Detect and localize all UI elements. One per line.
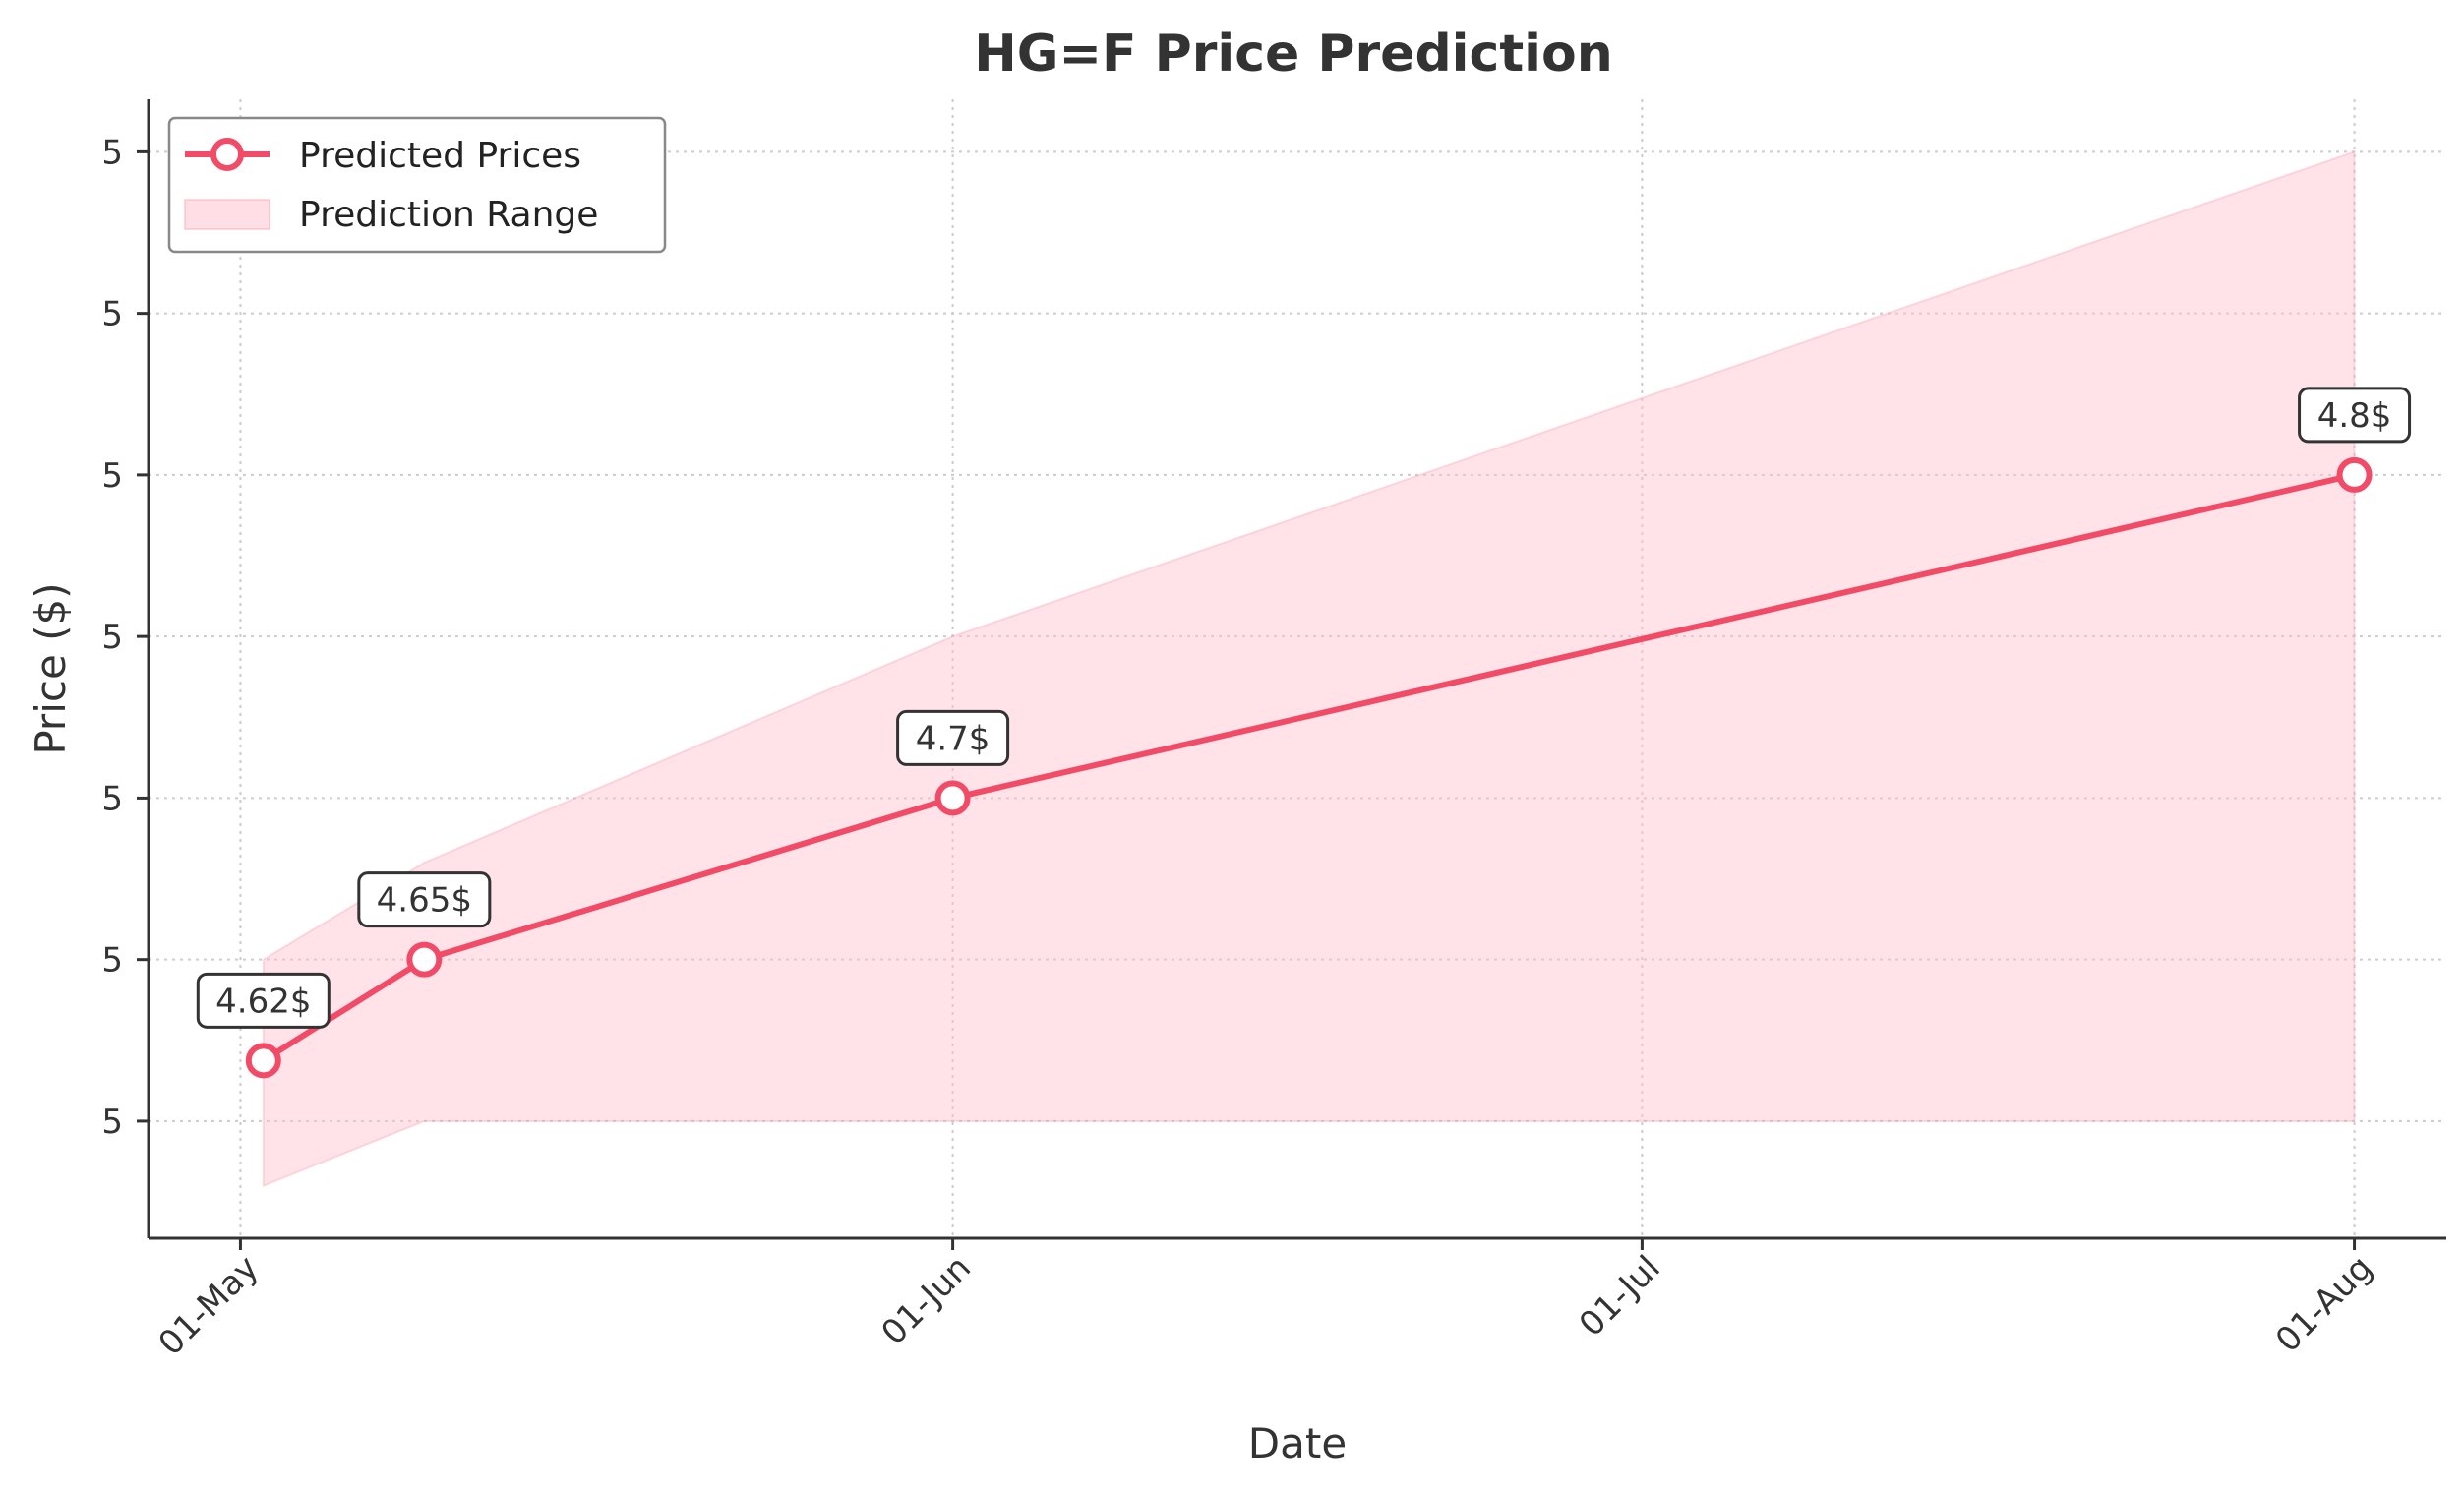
annotation-box [2298, 387, 2412, 444]
x-axis-label: Date [1248, 1419, 1347, 1467]
price-annotation: 4.62$ [196, 972, 331, 1029]
legend: Predicted Prices Prediction Range [167, 116, 667, 254]
x-tick-label: 01-Jun [874, 1248, 979, 1352]
data-point-marker [2336, 456, 2373, 493]
y-tick-label: 5 [101, 779, 123, 818]
legend-box [167, 116, 667, 254]
legend-prediction-range: Prediction Range [299, 195, 598, 235]
annotation-layer: 4.62$ 4.65$ 4.7$ 4.8$ [196, 387, 2412, 1029]
data-point-marker [934, 780, 971, 816]
prediction-range-layer [262, 149, 2356, 1188]
price-annotation: 4.8$ [2298, 387, 2412, 444]
x-tick-label: 01-May [151, 1248, 267, 1363]
y-axis-label: Price ($) [27, 582, 75, 754]
legend-range-swatch [184, 199, 270, 230]
chart-title: HG=F Price Prediction [974, 25, 1613, 84]
predicted-prices-line [262, 471, 2356, 1063]
legend-predicted-prices: Predicted Prices [299, 136, 581, 176]
y-ticks: 5 5 5 5 5 5 5 [101, 133, 149, 1142]
y-tick-label: 5 [101, 941, 123, 981]
annotation-label: 4.8$ [2317, 396, 2392, 436]
annotation-label: 4.7$ [916, 719, 991, 758]
annotation-box [896, 709, 1010, 766]
y-tick-label: 5 [101, 456, 123, 496]
annotation-box [196, 972, 331, 1029]
annotation-label: 4.62$ [215, 982, 311, 1021]
price-annotation: 4.65$ [357, 871, 492, 928]
x-tick-label: 01-Aug [2268, 1248, 2380, 1360]
x-tick-label: 01-Jul [1572, 1248, 1668, 1344]
price-annotation: 4.7$ [896, 709, 1010, 766]
annotation-label: 4.65$ [377, 881, 472, 921]
prediction-range-band [262, 149, 2356, 1188]
data-point-marker [245, 1043, 281, 1079]
data-point-marker [406, 941, 443, 978]
y-tick-label: 5 [101, 133, 123, 172]
y-tick-label: 5 [101, 1103, 123, 1142]
predicted-prices-layer [245, 456, 2373, 1079]
y-tick-label: 5 [101, 295, 123, 334]
annotation-box [357, 871, 492, 928]
x-ticks: 01-May 01-Jun 01-Jul 01-Aug [151, 1238, 2380, 1363]
y-tick-label: 5 [101, 618, 123, 657]
grid [149, 99, 2446, 1238]
legend-marker-icon [210, 138, 244, 171]
